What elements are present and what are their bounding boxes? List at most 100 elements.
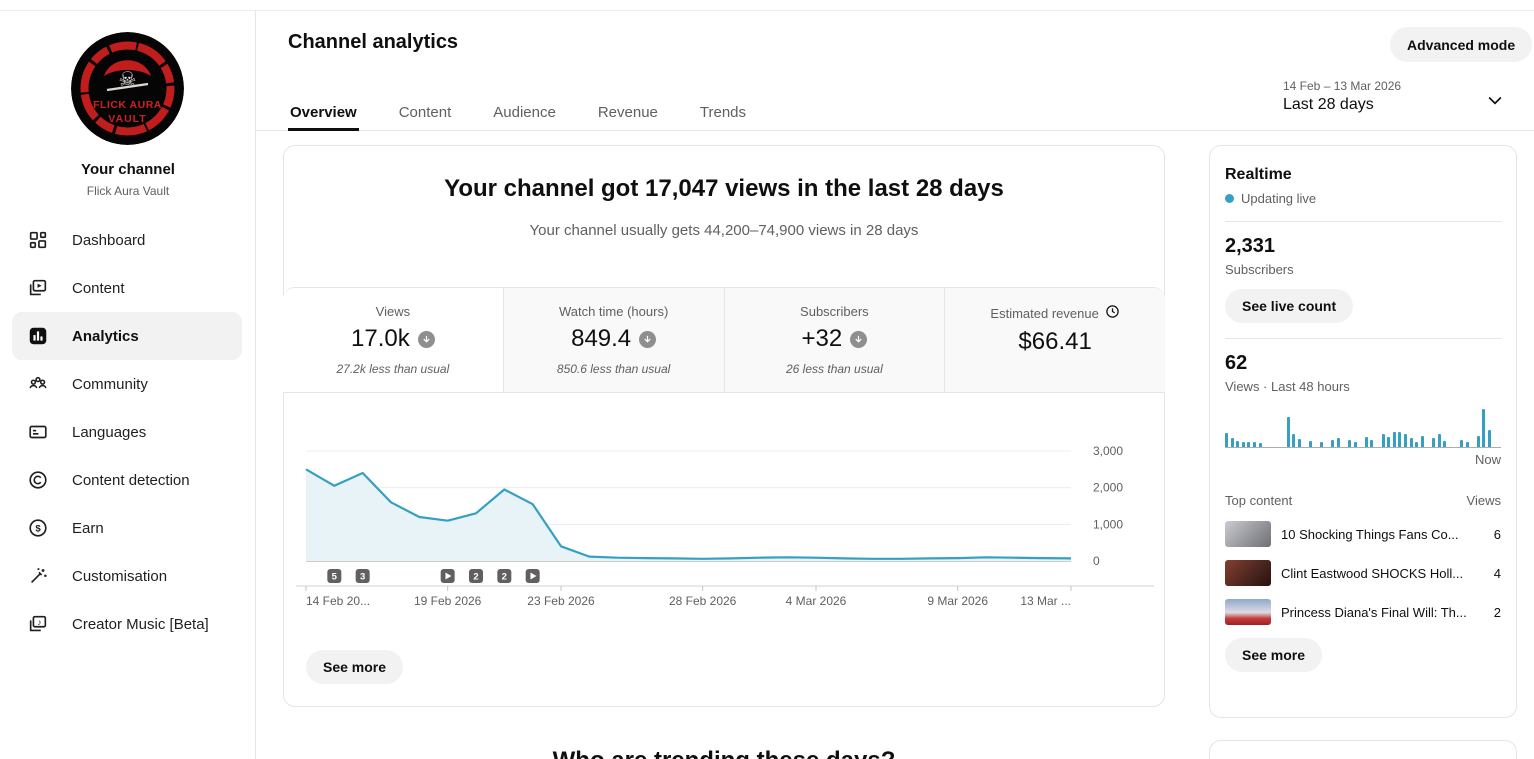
metric-label: Estimated revenue [945, 304, 1165, 322]
content-detection-icon [26, 468, 50, 492]
realtime-bar [1487, 430, 1491, 447]
sidebar-item-label: Creator Music [Beta] [72, 615, 209, 633]
metric-label: Views [375, 304, 411, 319]
date-range-text: 14 Feb – 13 Mar 2026 [1283, 79, 1402, 93]
sidebar-item-content[interactable]: Content [12, 264, 242, 312]
svg-text:VAULT: VAULT [108, 113, 146, 125]
tab-overview[interactable]: Overview [288, 94, 359, 131]
realtime-see-more-button[interactable]: See more [1225, 638, 1323, 672]
sidebar-item-analytics[interactable]: Analytics [12, 312, 242, 360]
realtime-bar [1236, 441, 1240, 447]
svg-text:9 Mar 2026: 9 Mar 2026 [927, 594, 988, 608]
realtime-views-label: Views · Last 48 hours [1225, 379, 1350, 394]
overview-summary-card: Your channel got 17,047 views in the las… [283, 145, 1165, 707]
top-content-header: Top content [1225, 493, 1293, 508]
chevron-down-icon[interactable] [1485, 90, 1505, 110]
svg-text:FLICK AURA: FLICK AURA [93, 99, 162, 111]
analytics-tabs: Overview Content Audience Revenue Trends [256, 94, 1534, 131]
realtime-title: Realtime [1225, 166, 1292, 183]
metric-card-estimated-revenue[interactable]: Estimated revenue $66.41 [944, 288, 1165, 392]
realtime-bar [1364, 437, 1368, 447]
realtime-bar [1404, 434, 1407, 447]
metric-card-watch-time-hours[interactable]: Watch time (hours) 849.4 850.6 less than u… [502, 288, 724, 392]
sidebar-item-languages[interactable]: Languages [12, 408, 242, 456]
video-title: Clint Eastwood SHOCKS Holl... [1281, 565, 1464, 581]
svg-text:14 Feb 20...: 14 Feb 20... [306, 594, 370, 608]
tab-content[interactable]: Content [398, 103, 452, 121]
dashboard-icon [26, 228, 50, 252]
video-title: 10 Shocking Things Fans Co... [1281, 526, 1459, 542]
now-label: Now [1474, 452, 1501, 467]
svg-text:2,000: 2,000 [1093, 481, 1123, 495]
advanced-mode-button[interactable]: Advanced mode [1390, 27, 1533, 62]
realtime-bar [1331, 440, 1335, 447]
publish-marker[interactable]: 5 [327, 569, 342, 583]
metric-delta: 850.6 less than usual [556, 362, 671, 376]
tab-trends[interactable]: Trends [699, 103, 747, 121]
publish-marker[interactable] [525, 569, 540, 583]
tab-audience[interactable]: Audience [493, 103, 556, 121]
video-thumbnail [1225, 521, 1271, 547]
video-thumbnail [1225, 599, 1271, 625]
realtime-bar [1308, 441, 1312, 447]
top-content-row[interactable]: 10 Shocking Things Fans Co... 6 [1225, 521, 1501, 547]
updating-live-label: Updating live [1241, 191, 1317, 206]
realtime-bar [1381, 434, 1385, 447]
sidebar-item-community[interactable]: Community [12, 360, 242, 408]
date-range-picker[interactable]: 14 Feb – 13 Mar 2026 Last 28 days [1283, 79, 1401, 114]
realtime-bar [1252, 442, 1256, 447]
publish-marker[interactable]: 2 [497, 569, 512, 583]
see-live-count-button[interactable]: See live count [1225, 289, 1354, 323]
svg-text:1,000: 1,000 [1093, 517, 1123, 531]
svg-text:♪: ♪ [37, 617, 41, 627]
tab-revenue[interactable]: Revenue [597, 103, 658, 121]
publish-marker[interactable]: 2 [469, 569, 483, 583]
earn-icon: $ [26, 516, 50, 540]
svg-text:2: 2 [473, 572, 478, 583]
page-title: Channel analytics [288, 31, 459, 53]
sidebar-item-label: Content [72, 279, 125, 297]
realtime-bar [1465, 442, 1469, 447]
content-icon [26, 276, 50, 300]
top-divider [0, 10, 1534, 11]
realtime-bar [1292, 434, 1296, 447]
realtime-bar-chart[interactable] [1225, 408, 1501, 448]
divider [1225, 338, 1501, 339]
see-more-button[interactable]: See more [306, 650, 404, 684]
views-line-chart[interactable]: 0 1,000 2,000 3,000 5 3 2 2 14 Feb 20... 19 Feb 2… [284, 416, 1166, 626]
metric-delta: 27.2k less than usual [336, 362, 450, 376]
publish-marker[interactable] [440, 569, 455, 583]
trend-down-icon [417, 330, 435, 348]
realtime-bar [1392, 432, 1396, 447]
metric-card-views[interactable]: Views 17.0k 27.2k less than usual [283, 288, 503, 392]
sidebar-item-label: Community [72, 375, 148, 393]
customisation-icon [26, 564, 50, 588]
realtime-bar [1230, 438, 1234, 447]
realtime-bar [1353, 442, 1357, 447]
svg-text:5: 5 [332, 572, 338, 583]
video-thumbnail [1225, 560, 1271, 586]
channel-name: Flick Aura Vault [86, 184, 170, 198]
metric-label: Watch time (hours) [558, 304, 669, 319]
metric-value: $66.41 [1018, 328, 1092, 355]
realtime-bar [1387, 437, 1391, 447]
channel-avatar[interactable]: ☠ FLICK AURA VAULT [71, 32, 184, 145]
top-content-row[interactable]: Princess Diana's Final Will: Th... 2 [1225, 599, 1501, 625]
sidebar-item-creator-music-beta[interactable]: ♪ Creator Music [Beta] [12, 600, 242, 648]
top-content-row[interactable]: Clint Eastwood SHOCKS Holl... 4 [1225, 560, 1501, 586]
video-views-count: 6 [1493, 526, 1501, 542]
studio-sidebar: ☠ FLICK AURA VAULT Your channel Flick Au… [0, 11, 256, 759]
realtime-bar [1225, 433, 1228, 447]
sidebar-item-customisation[interactable]: Customisation [12, 552, 242, 600]
realtime-bar [1320, 442, 1324, 447]
sidebar-item-dashboard[interactable]: Dashboard [12, 216, 242, 264]
metric-value: +32 [725, 325, 945, 353]
metric-value: 849.4 [504, 325, 724, 353]
metric-card-subscribers[interactable]: Subscribers +32 26 less than usual [723, 288, 945, 392]
realtime-bar [1437, 434, 1441, 447]
sidebar-item-content-detection[interactable]: Content detection [12, 456, 242, 504]
realtime-bar [1286, 417, 1290, 447]
publish-marker[interactable]: 3 [355, 569, 370, 583]
sidebar-item-earn[interactable]: $ Earn [12, 504, 242, 552]
